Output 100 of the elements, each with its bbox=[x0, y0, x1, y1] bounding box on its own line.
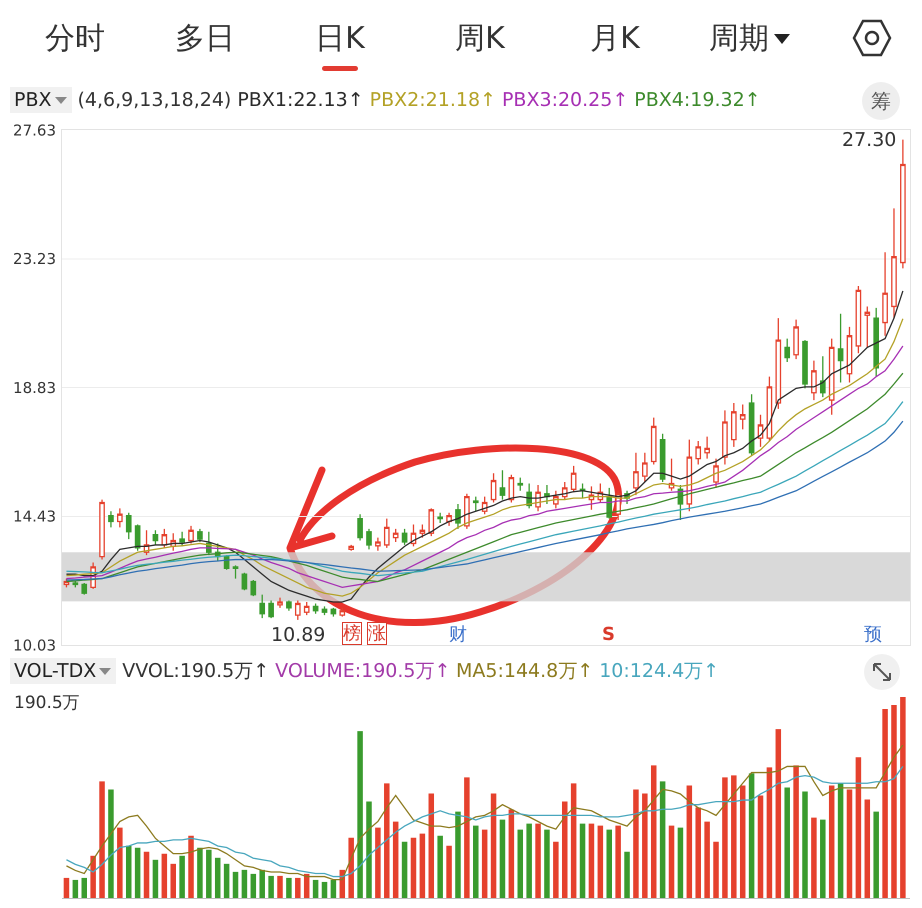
candlestick bbox=[517, 476, 524, 492]
candlestick bbox=[72, 580, 78, 588]
bar bbox=[811, 818, 817, 898]
bar bbox=[206, 850, 212, 898]
bar bbox=[678, 828, 684, 898]
y-tick-label: 27.63 bbox=[13, 121, 56, 140]
bar bbox=[312, 880, 318, 898]
bar bbox=[882, 709, 888, 898]
text: PBX4:19.32↑ bbox=[634, 89, 761, 111]
candlestick bbox=[900, 139, 906, 270]
candlestick bbox=[811, 360, 817, 401]
candlestick bbox=[366, 528, 372, 550]
text: VOLUME:190.5万↑ bbox=[275, 659, 450, 684]
bar bbox=[295, 878, 301, 898]
candlestick bbox=[384, 518, 390, 548]
bar bbox=[518, 830, 524, 898]
bar bbox=[508, 810, 514, 898]
bar bbox=[766, 767, 772, 898]
bar bbox=[277, 876, 283, 898]
candlestick bbox=[294, 600, 301, 620]
bar bbox=[553, 842, 559, 898]
bar bbox=[286, 878, 292, 898]
bar bbox=[695, 808, 701, 898]
candlestick bbox=[642, 452, 648, 483]
bar bbox=[108, 789, 114, 898]
bar bbox=[90, 856, 96, 898]
candlestick bbox=[758, 414, 764, 448]
bar bbox=[242, 870, 248, 898]
candlestick bbox=[766, 376, 772, 442]
y-tick-label: 18.83 bbox=[13, 378, 56, 397]
candlestick bbox=[633, 452, 639, 496]
bar bbox=[482, 830, 488, 898]
bar bbox=[624, 852, 630, 898]
text: MA5:144.8万↑ bbox=[456, 659, 594, 684]
bar bbox=[402, 842, 408, 898]
bar bbox=[784, 787, 790, 898]
bar bbox=[375, 828, 381, 898]
candlestick bbox=[838, 313, 844, 384]
bar bbox=[464, 777, 470, 898]
bar bbox=[535, 824, 541, 898]
candlestick bbox=[713, 458, 719, 489]
text: 筹 bbox=[862, 82, 900, 120]
annotation: S bbox=[602, 624, 615, 645]
bar bbox=[81, 878, 87, 898]
bar bbox=[72, 880, 78, 898]
bar bbox=[500, 820, 506, 898]
bar bbox=[758, 795, 764, 898]
annotation: 27.30 bbox=[842, 129, 896, 151]
bar bbox=[864, 800, 870, 898]
bar bbox=[410, 838, 416, 898]
text: 分时 bbox=[45, 20, 105, 58]
candlestick bbox=[464, 493, 470, 530]
bar bbox=[828, 785, 834, 898]
bar bbox=[570, 783, 576, 898]
candlestick bbox=[508, 474, 514, 504]
text: PBX3:20.25↑ bbox=[502, 89, 628, 111]
bar bbox=[179, 856, 185, 898]
candlestick bbox=[864, 306, 870, 348]
candlestick bbox=[446, 512, 452, 527]
bar bbox=[473, 826, 479, 898]
candlestick bbox=[312, 602, 318, 614]
candlestick bbox=[392, 528, 399, 543]
bar bbox=[731, 775, 737, 898]
annotation: 涨 bbox=[368, 623, 386, 644]
candlestick bbox=[117, 508, 123, 528]
candlestick bbox=[570, 465, 576, 493]
text: 周期 bbox=[709, 20, 769, 58]
bar bbox=[197, 848, 203, 898]
bar bbox=[606, 830, 612, 898]
annotation: 190.5万 bbox=[14, 693, 80, 713]
y-tick-label: 10.03 bbox=[13, 636, 56, 654]
legend-title: PBX bbox=[14, 89, 52, 111]
annotation: 财 bbox=[449, 624, 467, 645]
candlestick bbox=[81, 582, 88, 596]
legend-title: VOL-TDX bbox=[14, 660, 96, 682]
candlestick bbox=[402, 528, 408, 546]
bar bbox=[642, 793, 648, 898]
text: 周K bbox=[455, 20, 505, 58]
candlestick bbox=[722, 410, 728, 466]
bar bbox=[99, 781, 105, 898]
text: PBX1:22.13↑ bbox=[237, 89, 364, 111]
bar bbox=[713, 842, 719, 898]
bar bbox=[224, 864, 230, 898]
bar bbox=[357, 731, 363, 898]
candlestick bbox=[357, 514, 363, 542]
annotation: 预 bbox=[864, 624, 882, 645]
candlestick bbox=[704, 436, 710, 460]
candlestick bbox=[846, 326, 852, 384]
bar bbox=[562, 802, 568, 898]
text: (4,6,9,13,18,24) bbox=[78, 89, 232, 111]
candlestick bbox=[695, 440, 702, 466]
candlestick bbox=[375, 536, 381, 552]
bar bbox=[126, 846, 132, 898]
text: 月K bbox=[590, 20, 640, 58]
bar bbox=[490, 793, 496, 898]
candlestick bbox=[802, 339, 808, 390]
bar bbox=[891, 705, 897, 898]
candlestick bbox=[650, 416, 657, 466]
y-tick-label: 14.43 bbox=[13, 508, 56, 526]
bar bbox=[330, 880, 336, 898]
